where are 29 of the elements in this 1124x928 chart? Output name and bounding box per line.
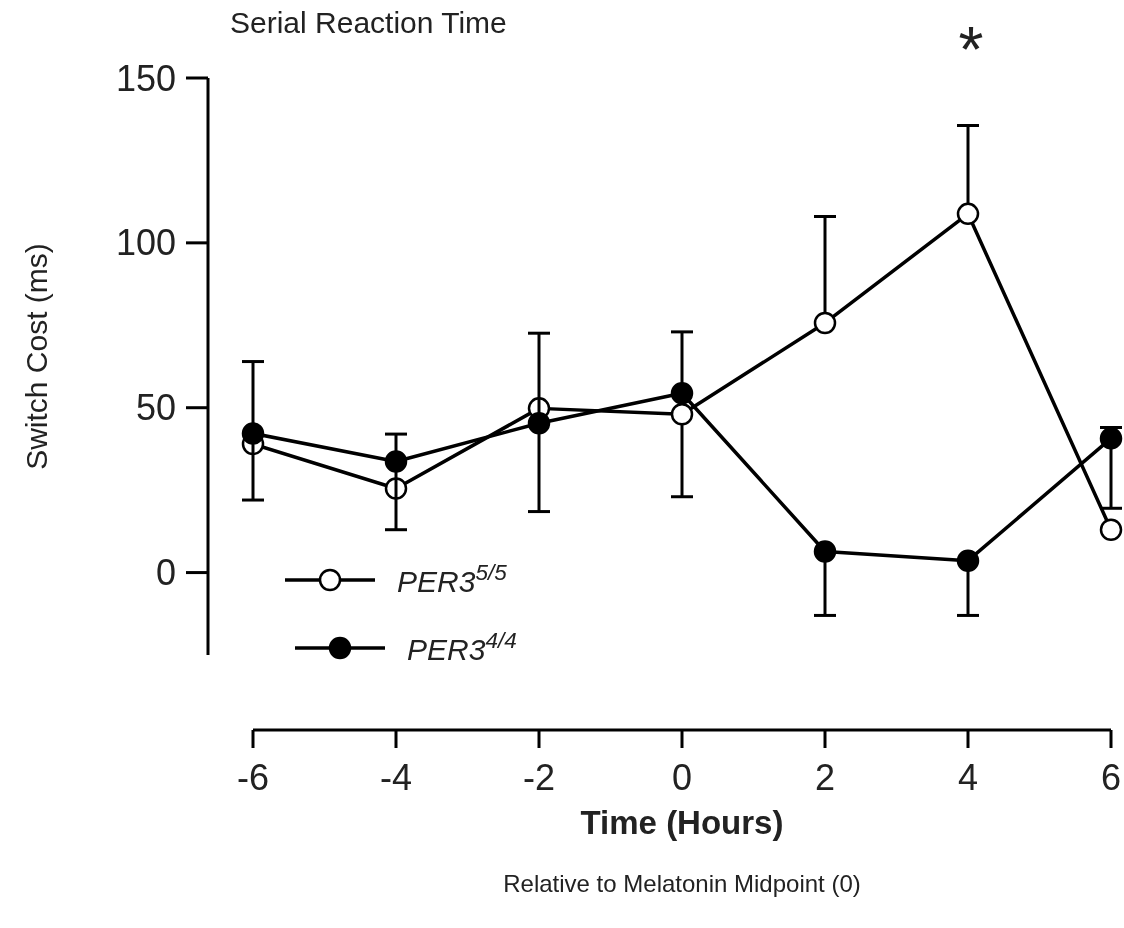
x-tick-label: -4 bbox=[379, 757, 413, 798]
point bbox=[956, 549, 980, 572]
y-tick-label: 100 bbox=[115, 222, 176, 264]
x-tick-label: 2 bbox=[814, 757, 836, 798]
y-tick-label: 50 bbox=[135, 387, 176, 429]
legend-label: PER3$^{5/5}$ bbox=[397, 559, 508, 598]
text: Relative to Melatonin Midpoint (0) bbox=[503, 870, 861, 897]
point bbox=[384, 450, 408, 473]
chart-title: Serial Reaction Time bbox=[230, 5, 507, 39]
legend-label: PER3$^{4/4}$ bbox=[407, 627, 517, 666]
annotation: * bbox=[958, 14, 984, 86]
x-tick-label: 4 bbox=[957, 757, 979, 798]
x-tick-label: -6 bbox=[236, 757, 270, 798]
point bbox=[670, 381, 694, 405]
y-tick-label: 0 bbox=[155, 552, 176, 594]
point bbox=[670, 403, 694, 426]
point bbox=[813, 311, 837, 335]
y-tick-label: 150 bbox=[115, 57, 176, 99]
x-tick-label: -2 bbox=[522, 757, 556, 798]
x-axis-title: Time (Hours) bbox=[580, 804, 784, 841]
point bbox=[956, 202, 980, 226]
point bbox=[527, 411, 551, 435]
x-tick-label: 6 bbox=[1100, 757, 1122, 798]
x-tick-label: 0 bbox=[671, 757, 693, 798]
point bbox=[1099, 427, 1123, 450]
point bbox=[813, 540, 837, 563]
y-axis-title: Switch Cost (ms) bbox=[19, 243, 53, 470]
point bbox=[241, 422, 265, 445]
point bbox=[1099, 518, 1123, 541]
